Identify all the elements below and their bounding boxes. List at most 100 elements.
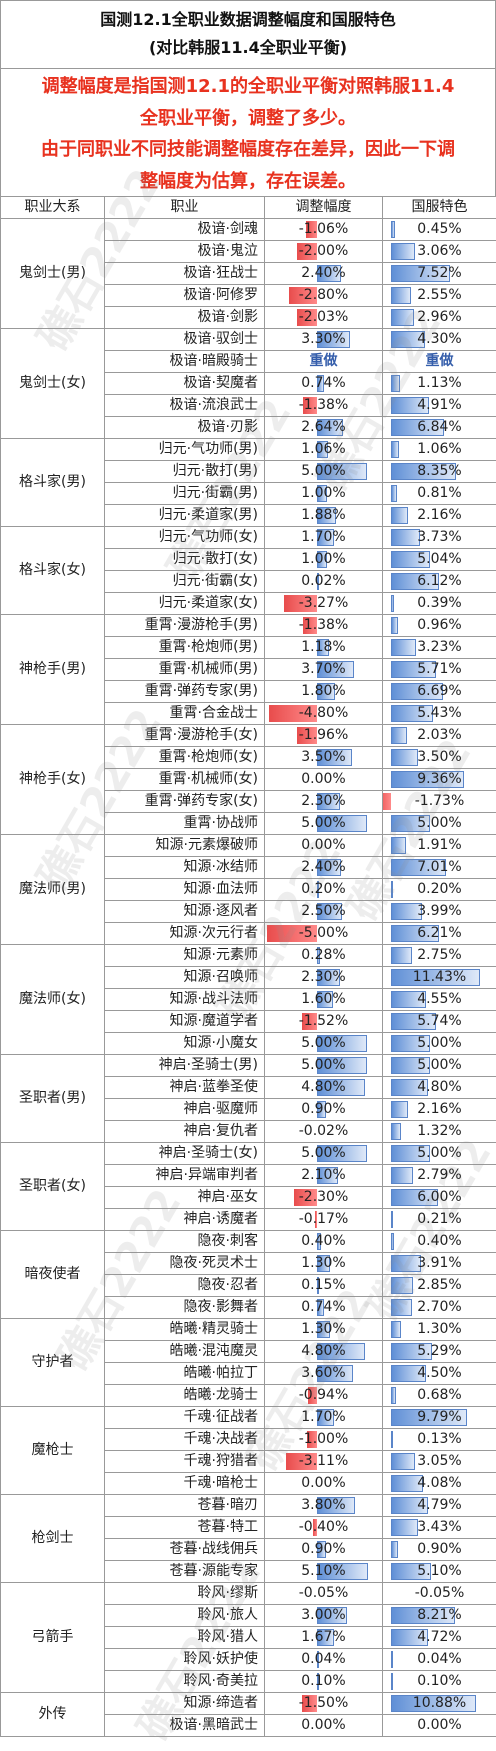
adjust-cell: 0.10% — [265, 1671, 383, 1693]
job-cell: 重霄·弹药专家(男) — [105, 681, 265, 703]
adjust-cell: 2.30% — [265, 967, 383, 989]
job-cell: 千魂·暗枪士 — [105, 1473, 265, 1495]
feature-bar — [391, 243, 415, 260]
feature-value: 6.21% — [417, 925, 461, 941]
feature-value: 5.04% — [417, 551, 461, 567]
column-header-job: 职业 — [105, 197, 265, 219]
job-cell: 知源·次元行者 — [105, 923, 265, 945]
adjust-cell: 0.00% — [265, 1715, 383, 1737]
feature-value: 8.35% — [417, 463, 461, 479]
adjust-value: 5.10% — [301, 1563, 345, 1579]
adjust-cell: 2.50% — [265, 901, 383, 923]
adjust-cell: 4.80% — [265, 1341, 383, 1363]
page-header: 国测12.1全职业数据调整幅度和国服特色 (对比韩服11.4全职业平衡) — [0, 0, 496, 68]
job-cell: 神启·驱魔师 — [105, 1099, 265, 1121]
adjust-cell: 5.00% — [265, 1143, 383, 1165]
feature-cell: 4.55% — [383, 989, 496, 1011]
adjust-value: 2.40% — [301, 859, 345, 875]
job-cell: 归元·柔道家(女) — [105, 593, 265, 615]
feature-bar — [391, 221, 395, 238]
feature-value: 5.71% — [417, 661, 461, 677]
feature-cell: 10.88% — [383, 1693, 496, 1715]
adjust-value: 1.88% — [301, 507, 345, 523]
table-row: 鬼剑士(男)极谙·剑魂-1.06%0.45% — [1, 219, 496, 241]
adjust-value: 4.80% — [301, 1343, 345, 1359]
group-cell: 圣职者(男) — [1, 1055, 105, 1143]
feature-value: 2.70% — [417, 1299, 461, 1315]
feature-cell: 5.10% — [383, 1561, 496, 1583]
job-cell: 知源·召唤师 — [105, 967, 265, 989]
feature-bar — [391, 749, 418, 766]
feature-cell: 6.84% — [383, 417, 496, 439]
feature-cell: 2.55% — [383, 285, 496, 307]
adjust-value: 0.28% — [301, 947, 345, 963]
adjust-cell: -4.80% — [265, 703, 383, 725]
table-row: 圣职者(女)神启·圣骑士(女)5.00%5.00% — [1, 1143, 496, 1165]
feature-value: 2.55% — [417, 287, 461, 303]
adjust-cell: 0.00% — [265, 835, 383, 857]
feature-cell: 4.72% — [383, 1627, 496, 1649]
job-cell: 极谙·黑暗武士 — [105, 1715, 265, 1737]
job-cell: 知源·冰结师 — [105, 857, 265, 879]
feature-cell: 2.16% — [383, 505, 496, 527]
adjust-cell: -3.27% — [265, 593, 383, 615]
feature-value: 9.79% — [417, 1409, 461, 1425]
adjust-cell: 1.60% — [265, 989, 383, 1011]
feature-bar — [391, 441, 399, 458]
feature-cell: 1.32% — [383, 1121, 496, 1143]
adjust-cell: -0.02% — [265, 1121, 383, 1143]
job-cell: 神启·诱魔者 — [105, 1209, 265, 1231]
note-line-4: 整幅度为估算，存在误差。 — [1, 166, 495, 198]
feature-value: 7.01% — [417, 859, 461, 875]
adjust-cell: -5.00% — [265, 923, 383, 945]
adjust-value: 3.00% — [301, 1607, 345, 1623]
feature-value: 0.40% — [417, 1233, 461, 1249]
adjust-value: 2.40% — [301, 265, 345, 281]
adjust-cell: 5.00% — [265, 461, 383, 483]
adjust-cell: -1.52% — [265, 1011, 383, 1033]
feature-cell: 5.43% — [383, 703, 496, 725]
feature-cell: 4.50% — [383, 1363, 496, 1385]
job-cell: 知源·血法师 — [105, 879, 265, 901]
adjust-cell: -1.96% — [265, 725, 383, 747]
feature-bar — [391, 507, 408, 524]
table-row: 格斗家(男)归元·气功师(男)1.06%1.06% — [1, 439, 496, 461]
table-row: 外传知源·缔造者-1.50%10.88% — [1, 1693, 496, 1715]
group-cell: 弓箭手 — [1, 1583, 105, 1693]
job-cell: 知源·战斗法师 — [105, 989, 265, 1011]
adjust-cell: 2.30% — [265, 791, 383, 813]
group-cell: 枪剑士 — [1, 1495, 105, 1583]
feature-value: 0.81% — [417, 485, 461, 501]
feature-cell: 3.23% — [383, 637, 496, 659]
adjust-cell: 1.18% — [265, 637, 383, 659]
adjust-cell: -0.40% — [265, 1517, 383, 1539]
group-cell: 神枪手(女) — [1, 725, 105, 835]
job-cell: 知源·元素爆破师 — [105, 835, 265, 857]
adjust-value: -3.11% — [299, 1453, 349, 1469]
adjust-value: 5.00% — [301, 463, 345, 479]
job-cell: 聆风·缪斯 — [105, 1583, 265, 1605]
feature-bar — [391, 1101, 408, 1118]
feature-bar — [391, 1541, 398, 1558]
group-cell: 格斗家(女) — [1, 527, 105, 615]
job-cell: 神启·圣骑士(男) — [105, 1055, 265, 1077]
column-header-adjust: 调整幅度 — [265, 197, 383, 219]
feature-value: 10.88% — [413, 1695, 466, 1711]
adjust-value: 3.30% — [301, 331, 345, 347]
feature-cell: 1.91% — [383, 835, 496, 857]
adjust-cell: 0.00% — [265, 769, 383, 791]
group-cell: 魔枪士 — [1, 1407, 105, 1495]
feature-value: 6.84% — [417, 419, 461, 435]
table-header-row: 职业大系 职业 调整幅度 国服特色 — [1, 197, 496, 219]
adjust-value: 5.00% — [301, 815, 345, 831]
adjust-value: 3.80% — [301, 1497, 345, 1513]
adjust-cell: 2.40% — [265, 263, 383, 285]
feature-value: 3.06% — [417, 243, 461, 259]
adjust-cell: 0.90% — [265, 1099, 383, 1121]
adjust-value: 1.70% — [301, 529, 345, 545]
group-cell: 守护者 — [1, 1319, 105, 1407]
feature-cell: 2.79% — [383, 1165, 496, 1187]
